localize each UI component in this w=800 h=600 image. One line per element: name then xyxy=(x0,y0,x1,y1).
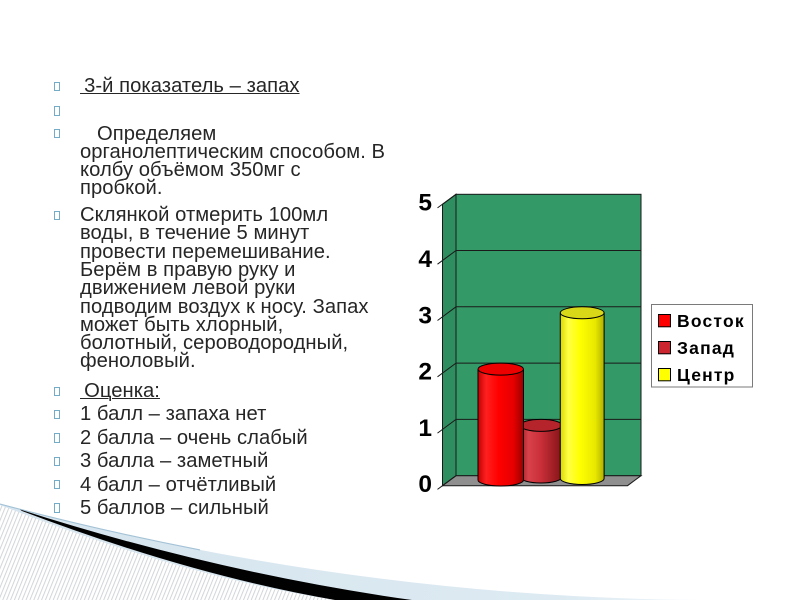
svg-text:1: 1 xyxy=(418,415,432,442)
svg-text:Запад: Запад xyxy=(677,338,735,358)
svg-text:5: 5 xyxy=(418,190,432,217)
svg-text:4: 4 xyxy=(418,246,432,273)
svg-text:Восток: Восток xyxy=(677,311,745,331)
svg-text:Центр: Центр xyxy=(677,365,736,385)
svg-text:0: 0 xyxy=(418,471,432,498)
svg-text:3: 3 xyxy=(418,302,432,329)
svg-text:2: 2 xyxy=(418,359,432,386)
